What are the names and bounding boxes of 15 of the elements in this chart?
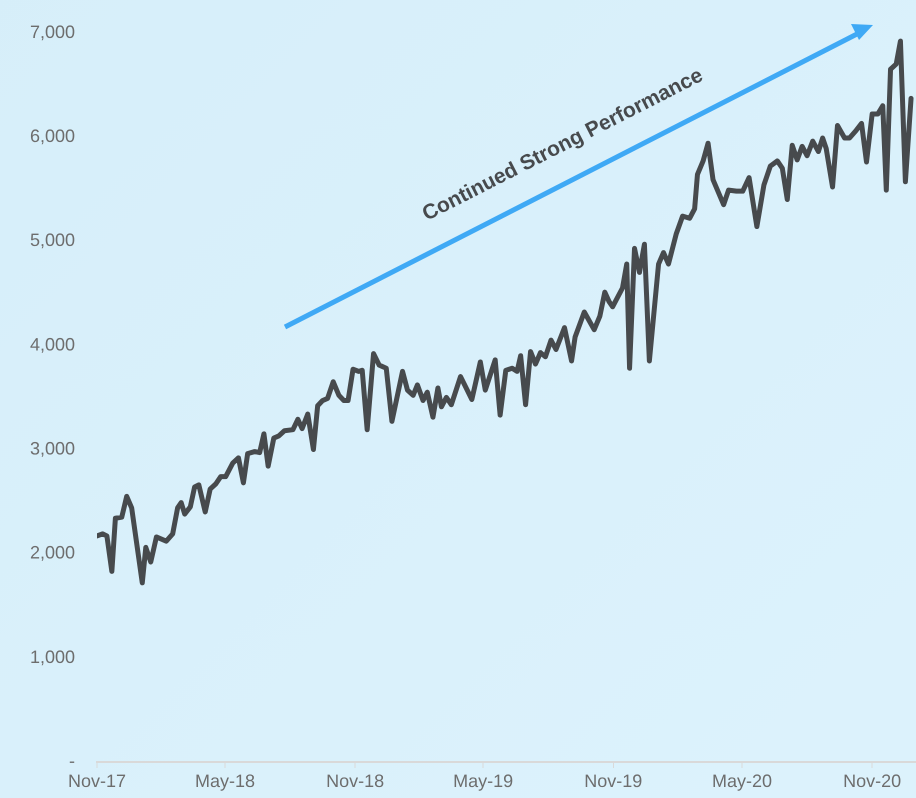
y-tick-label: 4,000 bbox=[30, 334, 75, 354]
y-tick-label: 6,000 bbox=[30, 126, 75, 146]
y-tick-label: 5,000 bbox=[30, 230, 75, 250]
y-tick-label: 1,000 bbox=[30, 646, 75, 667]
x-tick-label: May-20 bbox=[712, 770, 772, 791]
y-tick-label: 3,000 bbox=[30, 438, 75, 458]
y-tick-label: - bbox=[69, 750, 75, 771]
y-tick-label: 2,000 bbox=[30, 542, 75, 563]
x-tick-label: Nov-18 bbox=[326, 770, 384, 791]
x-tick-label: Nov-20 bbox=[843, 770, 902, 791]
x-tick-label: May-19 bbox=[453, 770, 514, 791]
y-tick-label: 7,000 bbox=[30, 22, 75, 42]
x-tick-label: Nov-17 bbox=[68, 770, 126, 791]
x-tick-label: Nov-19 bbox=[584, 770, 642, 791]
x-tick-label: May-18 bbox=[194, 770, 256, 791]
